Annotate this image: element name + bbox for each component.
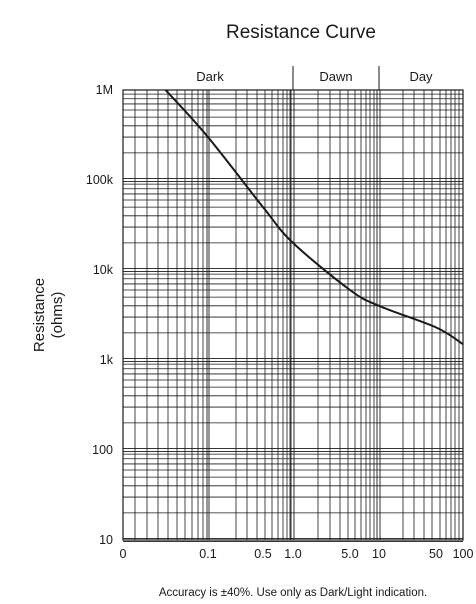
chart-title: Resistance Curve — [226, 22, 376, 43]
x-tick-label: 1.0 — [284, 547, 301, 561]
grid-major — [123, 90, 463, 543]
region-label-dark: Dark — [196, 69, 224, 84]
x-tick-labels: 0 0.1 0.5 1.0 5.0 10 50 100 — [120, 547, 474, 561]
plot-frame — [122, 89, 464, 541]
grid-minor — [123, 90, 463, 540]
y-tick-label: 10 — [99, 533, 113, 547]
x-tick-label: 0.1 — [199, 547, 216, 561]
region-label-day: Day — [409, 69, 433, 84]
y-tick-labels: 1M 100k 10k 1k 100 10 — [86, 83, 114, 547]
x-tick-label: 50 — [429, 547, 443, 561]
region-label-dawn: Dawn — [319, 69, 352, 84]
footnote: Accuracy is ±40%. Use only as Dark/Light… — [159, 587, 427, 599]
y-tick-label: 100 — [92, 443, 113, 457]
y-axis-label-line1: Resistance — [31, 278, 48, 352]
x-tick-label: 0.5 — [254, 547, 271, 561]
resistance-curve — [164, 89, 464, 346]
y-tick-label: 10k — [93, 263, 114, 277]
x-tick-label: 10 — [372, 547, 386, 561]
x-tick-label: 100 — [453, 547, 474, 561]
y-tick-label: 100k — [86, 173, 114, 187]
y-tick-label: 1M — [96, 83, 113, 97]
x-tick-label: 5.0 — [341, 547, 358, 561]
x-tick-label: 0 — [120, 547, 127, 561]
y-tick-label: 1k — [100, 353, 114, 367]
y-axis-label-line2: (ohms) — [49, 292, 66, 339]
